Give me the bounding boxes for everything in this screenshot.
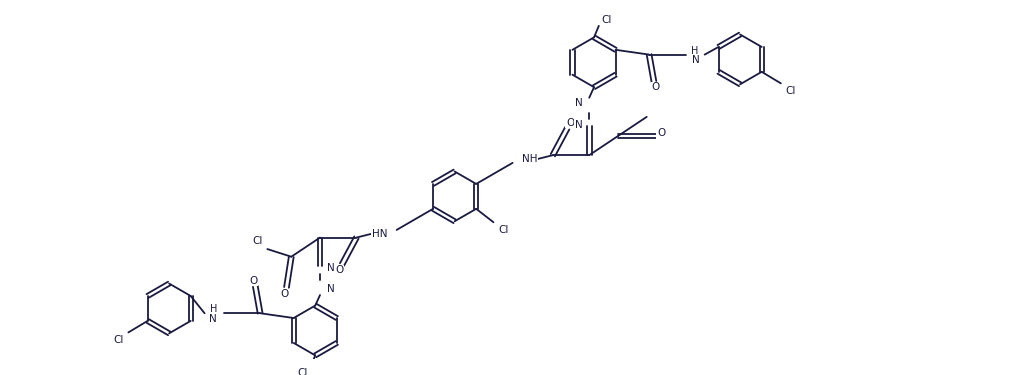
Text: O: O (566, 118, 574, 128)
Text: N: N (693, 56, 700, 65)
Text: Cl: Cl (252, 236, 262, 246)
Text: Cl: Cl (113, 335, 123, 345)
Text: NH: NH (522, 154, 538, 164)
Text: O: O (281, 289, 289, 299)
Text: HN: HN (371, 229, 387, 239)
Text: O: O (249, 276, 257, 286)
Text: N: N (575, 120, 582, 129)
Text: Cl: Cl (498, 225, 508, 235)
Text: N: N (575, 99, 582, 108)
Text: H: H (691, 46, 699, 56)
Text: Cl: Cl (785, 86, 796, 96)
Text: O: O (335, 265, 344, 275)
Text: O: O (657, 128, 665, 138)
Text: N: N (327, 284, 334, 294)
Text: N: N (209, 314, 217, 324)
Text: Cl: Cl (297, 368, 308, 375)
Text: H: H (211, 304, 218, 314)
Text: N: N (327, 263, 334, 273)
Text: O: O (651, 82, 660, 92)
Text: Cl: Cl (602, 15, 612, 25)
